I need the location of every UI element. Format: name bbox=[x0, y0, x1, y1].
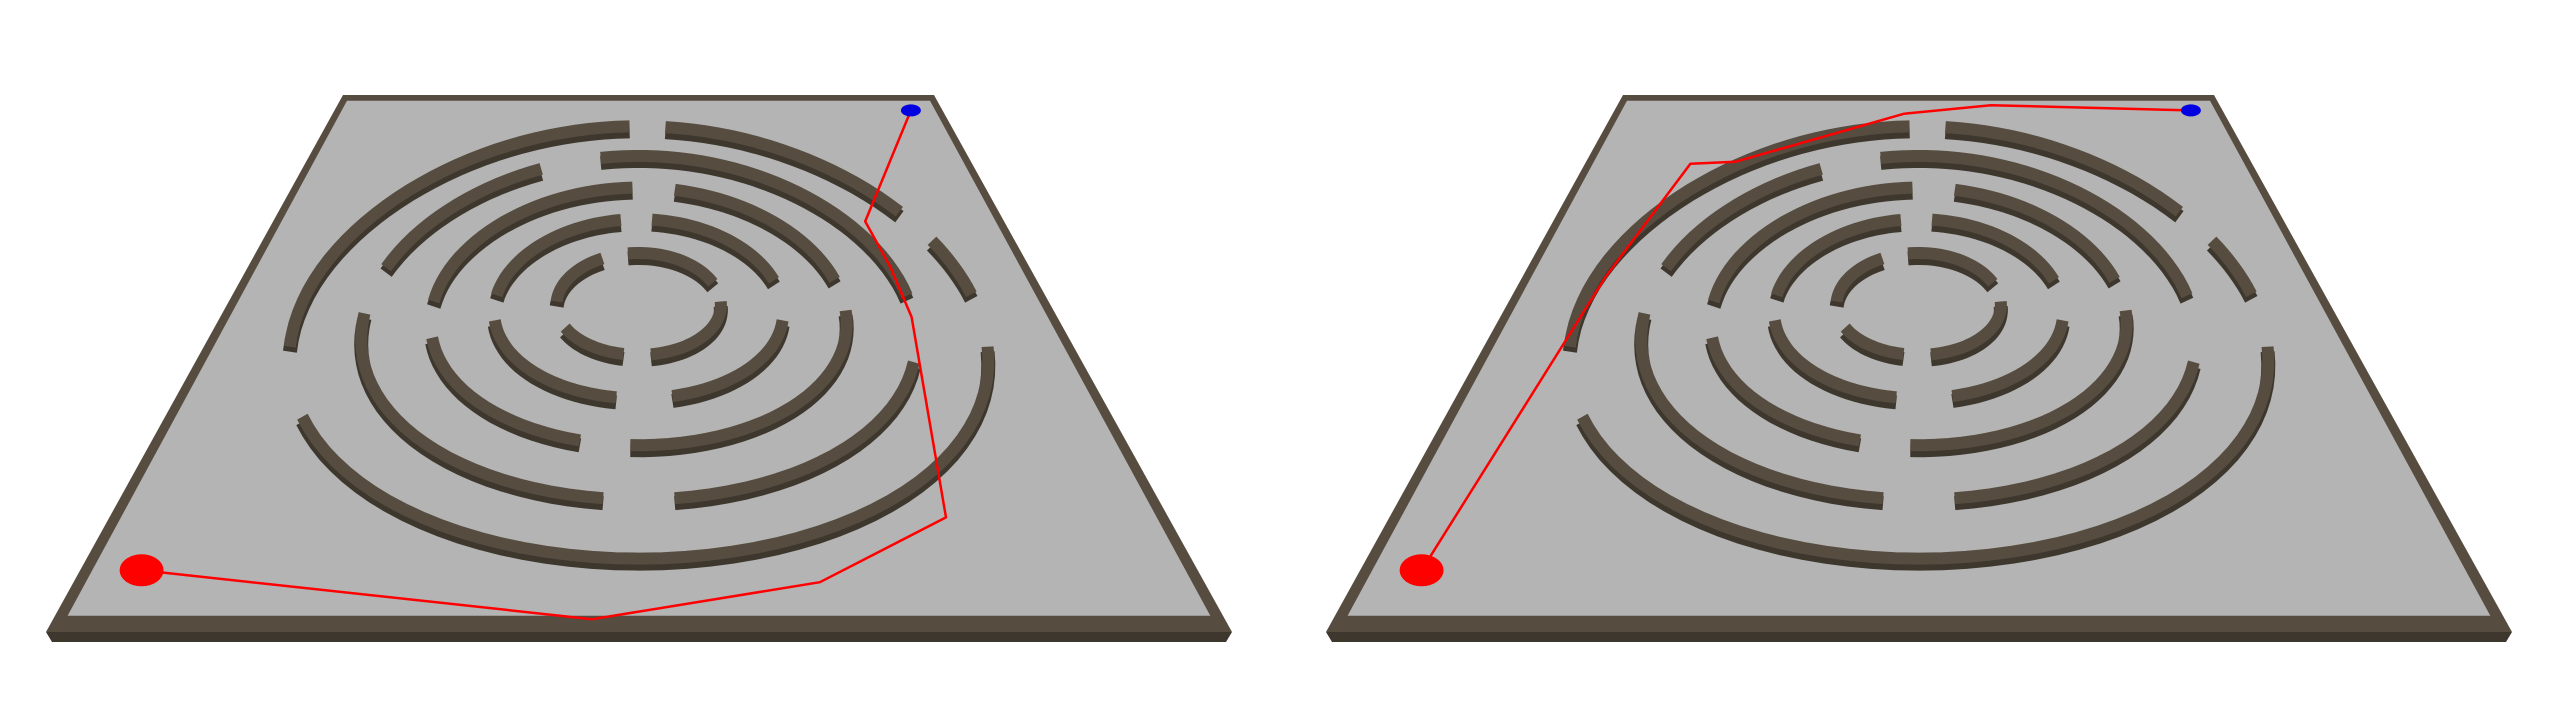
maze-wall bbox=[627, 247, 718, 287]
maze-wall bbox=[297, 346, 995, 565]
maze-wall bbox=[1931, 213, 2059, 284]
maze-wall bbox=[491, 214, 622, 298]
maze-wall bbox=[1661, 163, 1823, 272]
maze-wall bbox=[1930, 301, 2007, 361]
maze-wall bbox=[664, 121, 903, 217]
maze-wall bbox=[550, 252, 605, 303]
maze-panel-right bbox=[1326, 95, 2512, 642]
maze-wall bbox=[355, 312, 604, 505]
maze-wall bbox=[927, 236, 977, 298]
maze-floor bbox=[67, 100, 1211, 616]
start-marker bbox=[1399, 554, 1444, 587]
maze-wall bbox=[651, 213, 779, 284]
maze-wall bbox=[673, 183, 840, 284]
board-front-edge bbox=[46, 632, 1232, 642]
maze-wall bbox=[671, 319, 789, 402]
solution-path bbox=[1420, 103, 2191, 571]
board-front-edge bbox=[1326, 632, 2512, 642]
maze-wall bbox=[1944, 121, 2183, 217]
maze-wall bbox=[488, 319, 617, 404]
maze-wall bbox=[650, 301, 727, 361]
maze-wall bbox=[1708, 181, 1913, 304]
maze-wall bbox=[1954, 360, 2200, 505]
maze-wall bbox=[560, 323, 625, 360]
maze-wall bbox=[1771, 214, 1902, 298]
maze-wall bbox=[428, 181, 633, 304]
maze-wall bbox=[1706, 336, 1861, 447]
maze-wall bbox=[1577, 346, 2275, 565]
maze-panel-left bbox=[46, 95, 1232, 642]
maze-wall bbox=[283, 120, 630, 348]
maze-wall bbox=[1635, 312, 1884, 505]
start-marker bbox=[119, 554, 164, 587]
maze-floor bbox=[1347, 100, 2491, 616]
maze-wall bbox=[1953, 183, 2120, 284]
maze-wall bbox=[630, 309, 853, 452]
solution-path bbox=[141, 109, 948, 621]
maze-wall bbox=[381, 163, 543, 272]
maze-wall bbox=[1768, 319, 1897, 404]
maze-wall bbox=[1830, 252, 1885, 303]
maze-wall bbox=[1840, 323, 1905, 360]
maze-wall bbox=[1880, 150, 2193, 299]
maze-wall bbox=[674, 360, 920, 505]
maze-wall bbox=[426, 336, 581, 447]
maze-wall bbox=[1910, 309, 2133, 452]
maze-wall bbox=[1907, 247, 1998, 287]
maze-wall bbox=[600, 150, 913, 299]
goal-marker bbox=[2180, 104, 2201, 117]
goal-marker bbox=[900, 104, 921, 117]
maze-wall bbox=[2207, 236, 2257, 298]
maze-wall bbox=[1951, 319, 2069, 402]
